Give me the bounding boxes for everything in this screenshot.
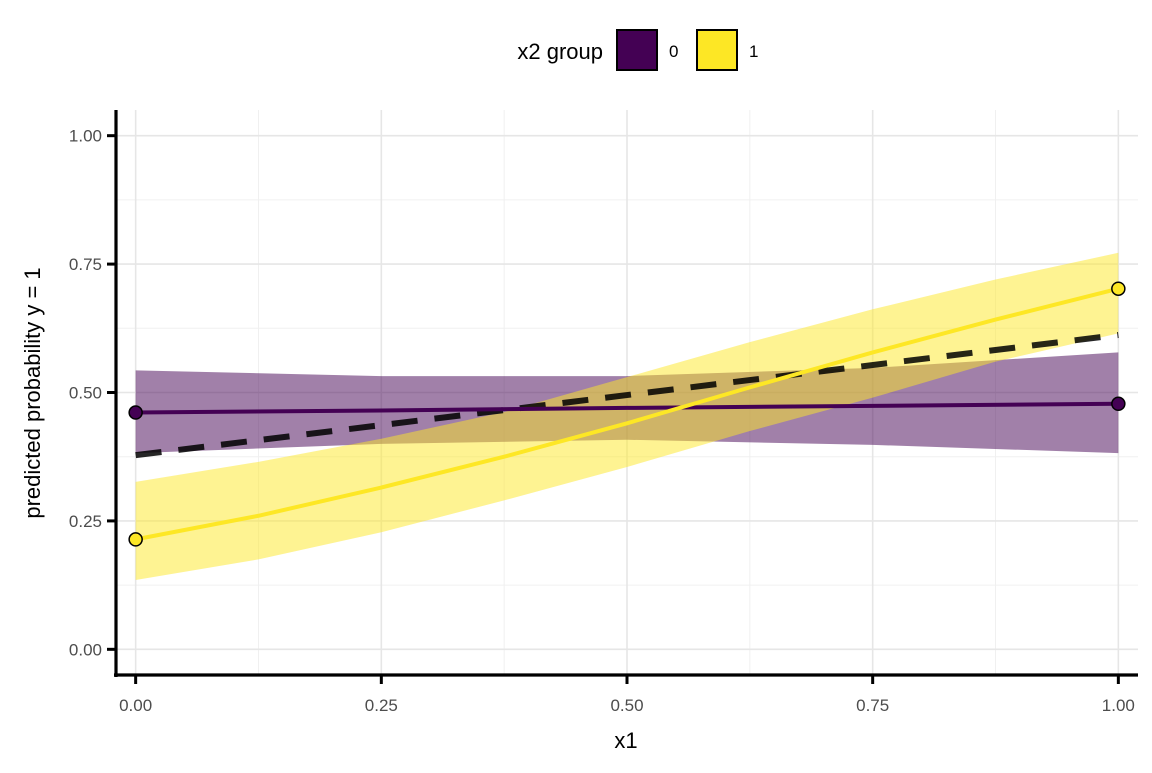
line-group-0 bbox=[135, 401, 1119, 415]
y-tick-label: 0.75 bbox=[69, 255, 102, 274]
confidence-ribbons bbox=[135, 252, 1119, 580]
legend-label-1: 1 bbox=[749, 42, 758, 61]
y-tick-label: 0.25 bbox=[69, 512, 102, 531]
x-tick-label: 0.25 bbox=[365, 696, 398, 715]
series-lines bbox=[135, 286, 1119, 542]
x-tick-label: 1.00 bbox=[1102, 696, 1135, 715]
point-group-1-0 bbox=[128, 532, 143, 547]
y-tick-label: 0.50 bbox=[69, 384, 102, 403]
series-points bbox=[128, 281, 1126, 547]
ribbon-group-1 bbox=[135, 252, 1119, 580]
axes: 0.00 0.25 0.50 0.75 1.00 0.00 0.25 0.50 0.75 1.00 bbox=[69, 110, 1138, 715]
x-axis-title: x1 bbox=[614, 728, 637, 753]
y-tick-label: 0.00 bbox=[69, 640, 102, 659]
y-tick-label: 1.00 bbox=[69, 127, 102, 146]
overall-dashed-line bbox=[135, 331, 1119, 459]
legend: x2 group 0 1 bbox=[517, 29, 758, 71]
legend-key-0 bbox=[616, 29, 658, 71]
line-group-1 bbox=[135, 286, 1119, 542]
x-tick-label: 0.50 bbox=[610, 696, 643, 715]
point-group-1-1 bbox=[1111, 281, 1126, 296]
legend-key-1 bbox=[696, 29, 738, 71]
x-tick-label: 0.00 bbox=[119, 696, 152, 715]
x-tick-label: 0.75 bbox=[856, 696, 889, 715]
point-group-0-1 bbox=[1111, 396, 1126, 412]
legend-label-0: 0 bbox=[669, 42, 678, 61]
legend-title: x2 group bbox=[517, 39, 603, 64]
y-axis-title: predicted probability y = 1 bbox=[20, 267, 45, 518]
point-group-0-0 bbox=[128, 405, 143, 420]
